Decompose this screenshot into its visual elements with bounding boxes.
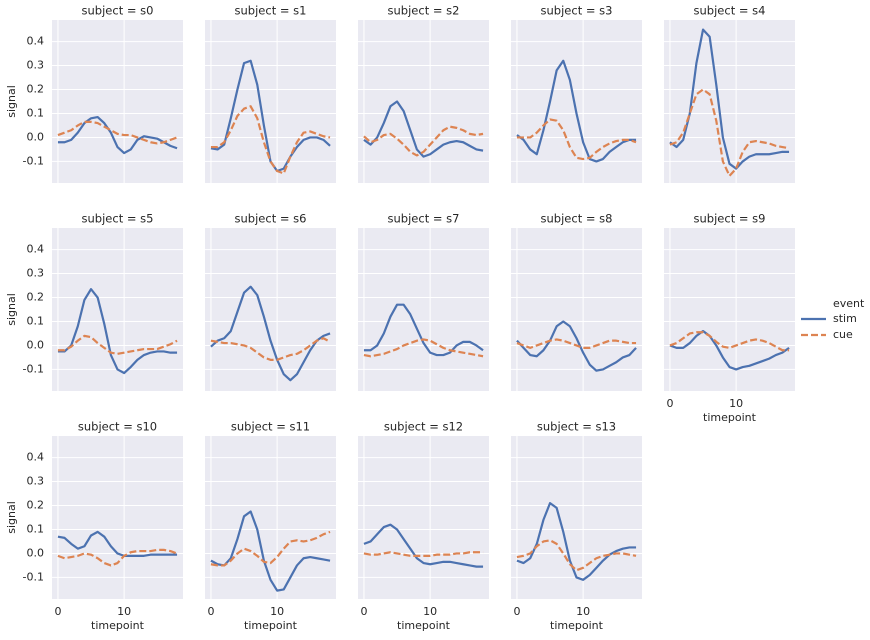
x-tick-label: 10 xyxy=(117,605,131,618)
plot-background xyxy=(358,20,489,183)
y-axis-label: signal xyxy=(5,85,18,118)
y-tick-label: 0.3 xyxy=(27,475,45,488)
legend-label: cue xyxy=(833,328,853,341)
y-tick-label: 0.1 xyxy=(27,314,45,327)
x-tick-label: 0 xyxy=(207,605,214,618)
series-line xyxy=(57,288,178,375)
plot-background xyxy=(52,20,183,183)
panel-title: subject = s12 xyxy=(384,420,463,434)
series-line xyxy=(210,285,331,382)
y-axis-label: signal xyxy=(5,501,18,534)
panel-title: subject = s8 xyxy=(541,212,613,226)
plot-background xyxy=(52,228,183,391)
series-line xyxy=(210,337,331,361)
series-line xyxy=(363,523,484,568)
series-line xyxy=(57,115,178,155)
y-tick-label: 0.2 xyxy=(27,499,45,512)
panel-title: subject = s13 xyxy=(537,420,616,434)
y-tick-label: -0.1 xyxy=(23,362,44,375)
series-line xyxy=(57,548,178,567)
y-tick-label: 0.2 xyxy=(27,83,45,96)
x-tick-label: 0 xyxy=(360,605,367,618)
x-tick-label: 10 xyxy=(423,605,437,618)
x-tick-label: 10 xyxy=(729,397,743,410)
panel-title: subject = s7 xyxy=(388,212,460,226)
plot-background xyxy=(511,20,642,183)
series-line xyxy=(210,105,331,175)
series-line xyxy=(516,539,637,572)
panel-title: subject = s6 xyxy=(235,212,307,226)
panel-title: subject = s0 xyxy=(82,4,154,18)
series-line xyxy=(57,120,178,145)
legend-label: stim xyxy=(833,312,857,325)
y-tick-label: 0.3 xyxy=(27,267,45,280)
y-tick-label: 0.4 xyxy=(27,243,45,256)
panel-title: subject = s1 xyxy=(235,4,307,18)
plot-background xyxy=(52,436,183,599)
series-line xyxy=(210,530,331,567)
panel-title: subject = s9 xyxy=(694,212,766,226)
x-tick-label: 0 xyxy=(54,605,61,618)
x-axis-label: timepoint xyxy=(244,619,298,632)
series-line xyxy=(669,28,790,170)
plot-background xyxy=(664,228,795,391)
plot-background xyxy=(358,228,489,391)
panel-title: subject = s11 xyxy=(231,420,310,434)
y-tick-label: 0.0 xyxy=(27,546,45,559)
series-line xyxy=(363,303,484,357)
series-line xyxy=(57,334,178,355)
x-axis-label: timepoint xyxy=(703,411,757,424)
plot-background xyxy=(511,436,642,599)
y-tick-label: 0.3 xyxy=(27,59,45,72)
series-line xyxy=(516,59,637,163)
series-line xyxy=(669,329,790,371)
plot-background xyxy=(664,20,795,183)
series-line xyxy=(516,338,637,349)
y-tick-label: -0.1 xyxy=(23,154,44,167)
x-tick-label: 10 xyxy=(576,605,590,618)
x-tick-label: 0 xyxy=(666,397,673,410)
series-line xyxy=(516,320,637,372)
plot-background xyxy=(205,228,336,391)
series-line xyxy=(516,118,637,161)
series-line xyxy=(363,125,484,157)
panel-title: subject = s2 xyxy=(388,4,460,18)
series-line xyxy=(57,530,178,557)
series-line xyxy=(516,502,637,581)
y-tick-label: 0.4 xyxy=(27,35,45,48)
y-tick-label: 0.1 xyxy=(27,106,45,119)
x-tick-label: 10 xyxy=(270,605,284,618)
series-line xyxy=(363,338,484,358)
y-tick-label: 0.0 xyxy=(27,130,45,143)
x-axis-label: timepoint xyxy=(397,619,451,632)
plot-background xyxy=(358,436,489,599)
series-line xyxy=(210,59,331,173)
legend-title: event xyxy=(833,297,865,310)
panel-title: subject = s3 xyxy=(541,4,613,18)
y-tick-label: -0.1 xyxy=(23,570,44,583)
panel-title: subject = s4 xyxy=(694,4,766,18)
series-line xyxy=(210,510,331,592)
series-line xyxy=(669,331,790,352)
panel-title: subject = s10 xyxy=(78,420,157,434)
plot-background xyxy=(511,228,642,391)
series-line xyxy=(363,551,484,557)
plot-background xyxy=(205,436,336,599)
y-tick-label: 0.0 xyxy=(27,338,45,351)
x-tick-label: 0 xyxy=(513,605,520,618)
series-line xyxy=(363,100,484,158)
y-tick-label: 0.4 xyxy=(27,451,45,464)
y-tick-label: 0.2 xyxy=(27,291,45,304)
panel-title: subject = s5 xyxy=(82,212,154,226)
y-axis-label: signal xyxy=(5,293,18,326)
x-axis-label: timepoint xyxy=(91,619,145,632)
y-tick-label: 0.1 xyxy=(27,522,45,535)
x-axis-label: timepoint xyxy=(550,619,604,632)
